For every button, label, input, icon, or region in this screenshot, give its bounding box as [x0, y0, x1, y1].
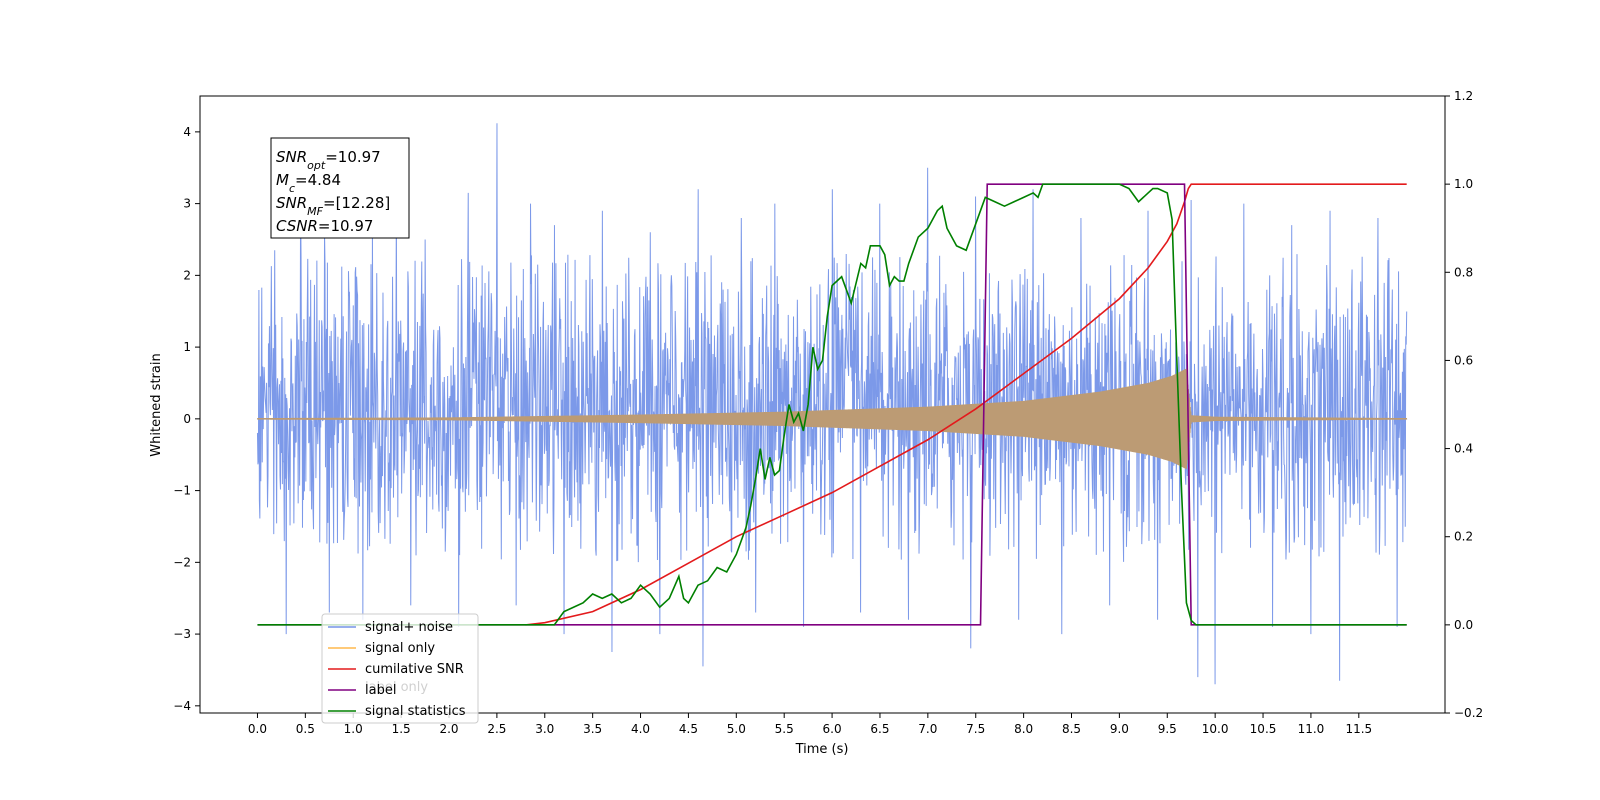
legend-overlay-text: label only — [365, 680, 428, 695]
x-tick-label: 3.0 — [535, 722, 554, 736]
x-tick-label: 6.5 — [870, 722, 889, 736]
y2-tick-label: 0.2 — [1454, 530, 1473, 544]
legend-entry-label: signal only — [365, 641, 435, 656]
series-layer — [256, 123, 1408, 685]
legend-entry-label: signal+ noise — [365, 620, 453, 635]
legend-entry-label: label — [365, 683, 396, 698]
x-tick-label: 8.5 — [1062, 722, 1081, 736]
annotation-line: SNRopt=10.97 — [276, 148, 381, 172]
annotation-box: SNRopt=10.97Mc=4.84SNRMF=[12.28]CSNR=10.… — [270, 137, 410, 239]
x-tick-label: 5.5 — [775, 722, 794, 736]
y-axis-label: Whitened strain — [149, 353, 164, 456]
legend-entry-label: signal statistics — [365, 704, 466, 719]
y2-tick-label: 0.4 — [1454, 442, 1473, 456]
y-tick-label: −4 — [173, 699, 191, 713]
y-tick-label: 2 — [183, 268, 191, 282]
y2-tick-label: 0.0 — [1454, 618, 1473, 632]
y-axis-right: −0.2 0.0 0.2 0.4 0.6 0.8 1.0 1.2 — [1445, 89, 1483, 720]
series-signal-statistics-line — [257, 183, 1407, 626]
annotation-line: CSNR=10.97 — [276, 217, 373, 235]
x-tick-label: 4.0 — [631, 722, 650, 736]
x-tick-label: 11.5 — [1345, 722, 1372, 736]
y2-tick-label: −0.2 — [1454, 706, 1483, 720]
y-tick-label: 4 — [183, 125, 191, 139]
x-tick-label: 7.5 — [966, 722, 985, 736]
series-cumulative-snr-line — [525, 183, 1407, 626]
x-tick-label: 9.5 — [1158, 722, 1177, 736]
y2-tick-label: 1.2 — [1454, 89, 1473, 103]
legend-entry-label: cumilative SNR — [365, 662, 464, 677]
legend: label only signal+ noise signal only cumila… — [321, 613, 479, 724]
x-axis-label: Time (s) — [795, 742, 849, 757]
x-tick-label: 7.0 — [918, 722, 937, 736]
x-tick-label: 2.0 — [439, 722, 458, 736]
x-tick-label: 6.0 — [823, 722, 842, 736]
x-tick-label: 5.0 — [727, 722, 746, 736]
x-tick-label: 3.5 — [583, 722, 602, 736]
y-tick-label: 3 — [183, 197, 191, 211]
series-signal-noise-line — [256, 123, 1408, 685]
y2-tick-label: 1.0 — [1454, 177, 1473, 191]
y-tick-label: −2 — [173, 555, 191, 569]
series-signal-only-line — [256, 368, 1408, 469]
x-tick-label: 0.0 — [248, 722, 267, 736]
annotation-line: Mc=4.84 — [276, 171, 341, 195]
x-axis: 0.0 0.5 1.0 1.5 2.0 2.5 3.0 3.5 4.0 4.5 5.0 5.5 6.0 6… — [248, 713, 1372, 736]
x-tick-label: 9.0 — [1110, 722, 1129, 736]
plot-frame — [199, 95, 1446, 714]
x-tick-label: 11.0 — [1298, 722, 1325, 736]
y2-tick-label: 0.8 — [1454, 265, 1473, 279]
x-tick-label: 0.5 — [296, 722, 315, 736]
y2-tick-label: 0.6 — [1454, 353, 1473, 367]
x-tick-label: 1.5 — [392, 722, 411, 736]
y-tick-label: 0 — [183, 412, 191, 426]
y-tick-label: −1 — [173, 484, 191, 498]
x-tick-label: 10.5 — [1250, 722, 1277, 736]
x-tick-label: 10.0 — [1202, 722, 1229, 736]
annotation-line: SNRMF=[12.28] — [276, 194, 390, 218]
x-tick-label: 1.0 — [344, 722, 363, 736]
legend-frame — [321, 613, 479, 724]
x-tick-label: 4.5 — [679, 722, 698, 736]
y-tick-label: 1 — [183, 340, 191, 354]
x-tick-label: 8.0 — [1014, 722, 1033, 736]
annotation-frame — [270, 137, 410, 239]
y-axis-left: −4 −3 −2 −1 0 1 2 3 4 — [173, 125, 200, 713]
x-tick-label: 2.5 — [487, 722, 506, 736]
y-tick-label: −3 — [173, 627, 191, 641]
